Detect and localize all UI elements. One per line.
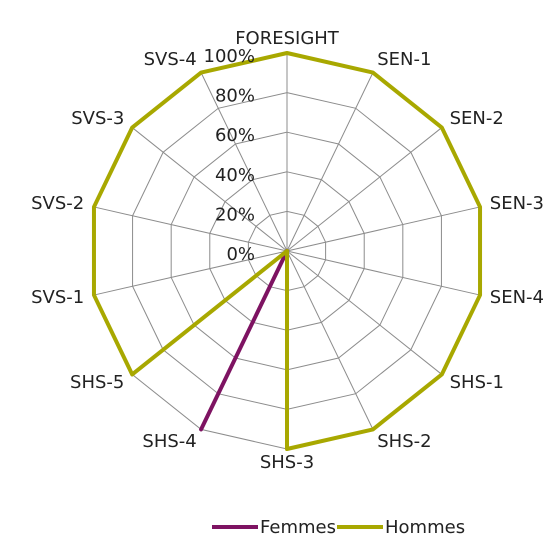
category-label: SEN-4 [490,287,544,308]
category-label: SVS-1 [31,287,84,308]
category-label: SHS-2 [377,431,431,452]
spoke [286,127,443,252]
category-label: SVS-2 [31,193,84,214]
category-label: SEN-2 [450,108,504,129]
tick-label: 40% [215,165,255,186]
legend-label: Hommes [385,517,465,538]
spoke [286,250,443,375]
category-label: SHS-4 [142,431,196,452]
category-label: SHS-5 [70,372,124,393]
tick-label: 20% [215,204,255,225]
spoke [286,72,374,252]
category-label: SHS-1 [450,372,504,393]
spoke [286,206,481,252]
tick-label: 100% [204,46,255,67]
spoke [131,127,288,252]
tick-label: 60% [215,125,255,146]
tick-label: 80% [215,86,255,107]
category-label: SVS-4 [144,49,197,70]
category-label: SVS-3 [71,108,124,129]
legend-label: Femmes [260,517,336,538]
tick-label: 0% [226,244,255,265]
spoke [200,72,288,252]
series-line [199,249,289,432]
category-label: SHS-3 [260,452,314,473]
category-label: SEN-1 [377,49,431,70]
spoke [286,250,374,430]
spoke [93,250,288,296]
category-label: FORESIGHT [235,28,340,49]
spoke [93,206,288,252]
series-line [91,51,483,451]
category-label: SEN-3 [490,193,544,214]
spoke [286,250,481,296]
